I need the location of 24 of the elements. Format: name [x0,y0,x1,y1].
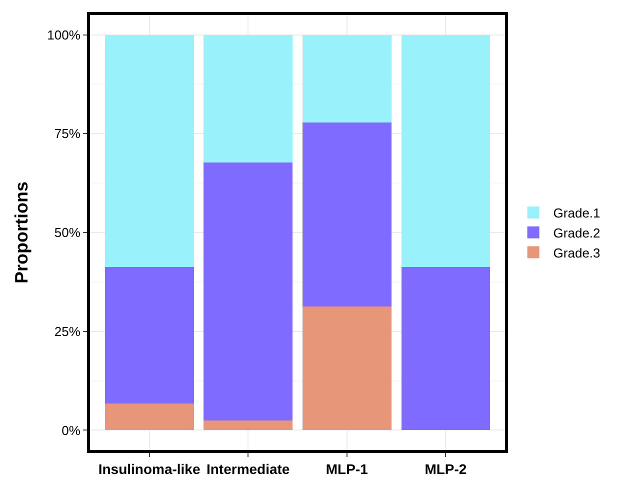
x-tick-label: MLP-2 [424,460,467,477]
bar [204,162,293,421]
bar [302,122,392,306]
y-tick-label: 75% [54,126,81,142]
y-axis-title: Proportions [11,182,32,284]
y-tick-label: 50% [54,225,81,240]
y-tick-label: 100% [47,27,81,42]
bar [401,266,490,430]
x-tick-label: MLP-1 [326,460,368,477]
x-tick-label: Insulinoma-like [98,460,200,477]
legend-label: Grade.1 [553,206,600,221]
bar [204,34,293,162]
bar [302,34,392,123]
bar [401,34,490,267]
bar [104,403,194,430]
y-tick-label: 0% [62,422,81,438]
bar [302,306,392,430]
bar [104,34,194,267]
bar [104,266,194,404]
legend-label: Grade.3 [553,245,600,260]
x-tick-label: Intermediate [206,460,290,477]
y-tick-label: 25% [54,324,81,339]
legend-label: Grade.2 [553,225,600,240]
bar [204,420,293,430]
